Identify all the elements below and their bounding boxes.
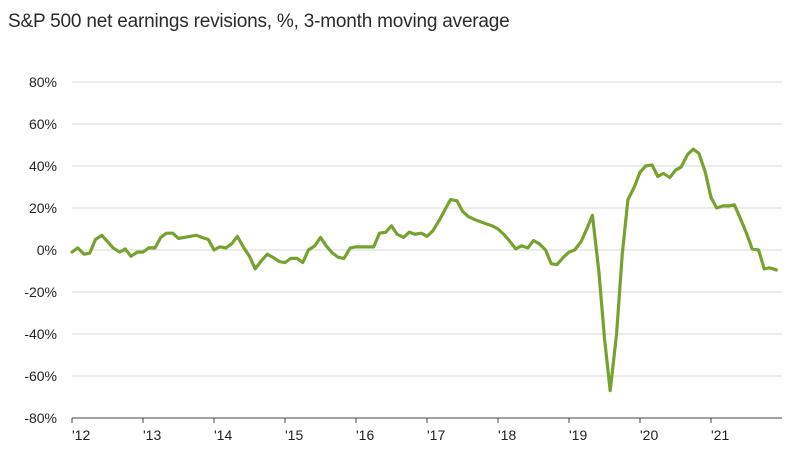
y-tick-label: 20%	[29, 200, 57, 216]
chart-title: S&P 500 net earnings revisions, %, 3-mon…	[8, 11, 510, 32]
x-tick-label: '12	[72, 427, 90, 443]
y-tick-label: -20%	[24, 284, 57, 300]
x-axis-ticks: '12 '13 '14 '15 '16 '17 '18 '19 '20 '21	[71, 418, 729, 443]
y-tick-label: -60%	[24, 368, 57, 384]
gridlines	[72, 81, 782, 377]
y-axis-tick-labels: 80% 60% 40% 20% 0% -20% -40% -60% -80%	[24, 74, 57, 426]
y-tick-label: -80%	[24, 410, 57, 426]
x-tick-label: '14	[214, 427, 232, 443]
x-tick-label: '19	[569, 427, 587, 443]
series	[70, 147, 778, 393]
x-tick-label: '20	[640, 427, 658, 443]
y-tick-label: 60%	[29, 116, 57, 132]
x-tick-label: '18	[498, 427, 516, 443]
y-tick-label: -40%	[24, 326, 57, 342]
y-tick-label: 40%	[29, 158, 57, 174]
x-tick-label: '21	[711, 427, 729, 443]
x-tick-label: '15	[285, 427, 303, 443]
x-tick-label: '17	[427, 427, 445, 443]
x-tick-label: '13	[143, 427, 161, 443]
y-tick-label: 0%	[37, 242, 57, 258]
series-line	[70, 147, 778, 393]
y-tick-label: 80%	[29, 74, 57, 90]
x-tick-label: '16	[356, 427, 374, 443]
